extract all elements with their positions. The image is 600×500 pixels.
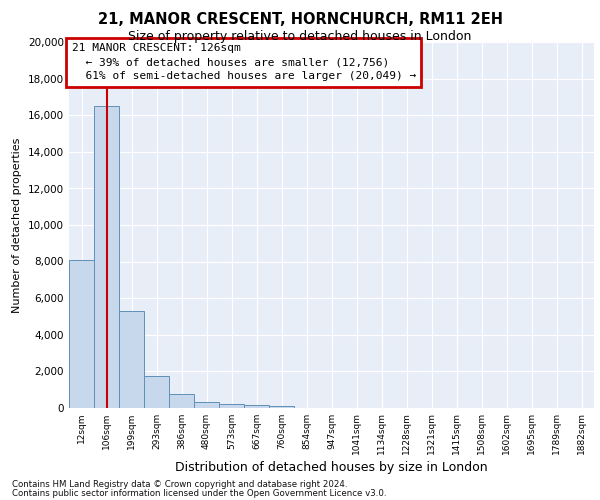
Bar	[244, 405, 269, 407]
Text: Contains public sector information licensed under the Open Government Licence v3: Contains public sector information licen…	[12, 489, 386, 498]
Bar	[69, 260, 94, 408]
Text: 21 MANOR CRESCENT: 126sqm
  ← 39% of detached houses are smaller (12,756)
  61% : 21 MANOR CRESCENT: 126sqm ← 39% of detac…	[71, 43, 416, 81]
Bar	[219, 404, 244, 407]
Bar	[94, 106, 119, 408]
Y-axis label: Number of detached properties: Number of detached properties	[13, 138, 22, 312]
Text: 21, MANOR CRESCENT, HORNCHURCH, RM11 2EH: 21, MANOR CRESCENT, HORNCHURCH, RM11 2EH	[97, 12, 503, 28]
Bar	[269, 406, 294, 407]
Text: Contains HM Land Registry data © Crown copyright and database right 2024.: Contains HM Land Registry data © Crown c…	[12, 480, 347, 489]
Bar	[169, 394, 194, 407]
Bar	[119, 311, 144, 408]
Bar	[194, 402, 219, 407]
Bar	[144, 376, 169, 408]
Text: Size of property relative to detached houses in London: Size of property relative to detached ho…	[128, 30, 472, 43]
X-axis label: Distribution of detached houses by size in London: Distribution of detached houses by size …	[175, 462, 488, 474]
